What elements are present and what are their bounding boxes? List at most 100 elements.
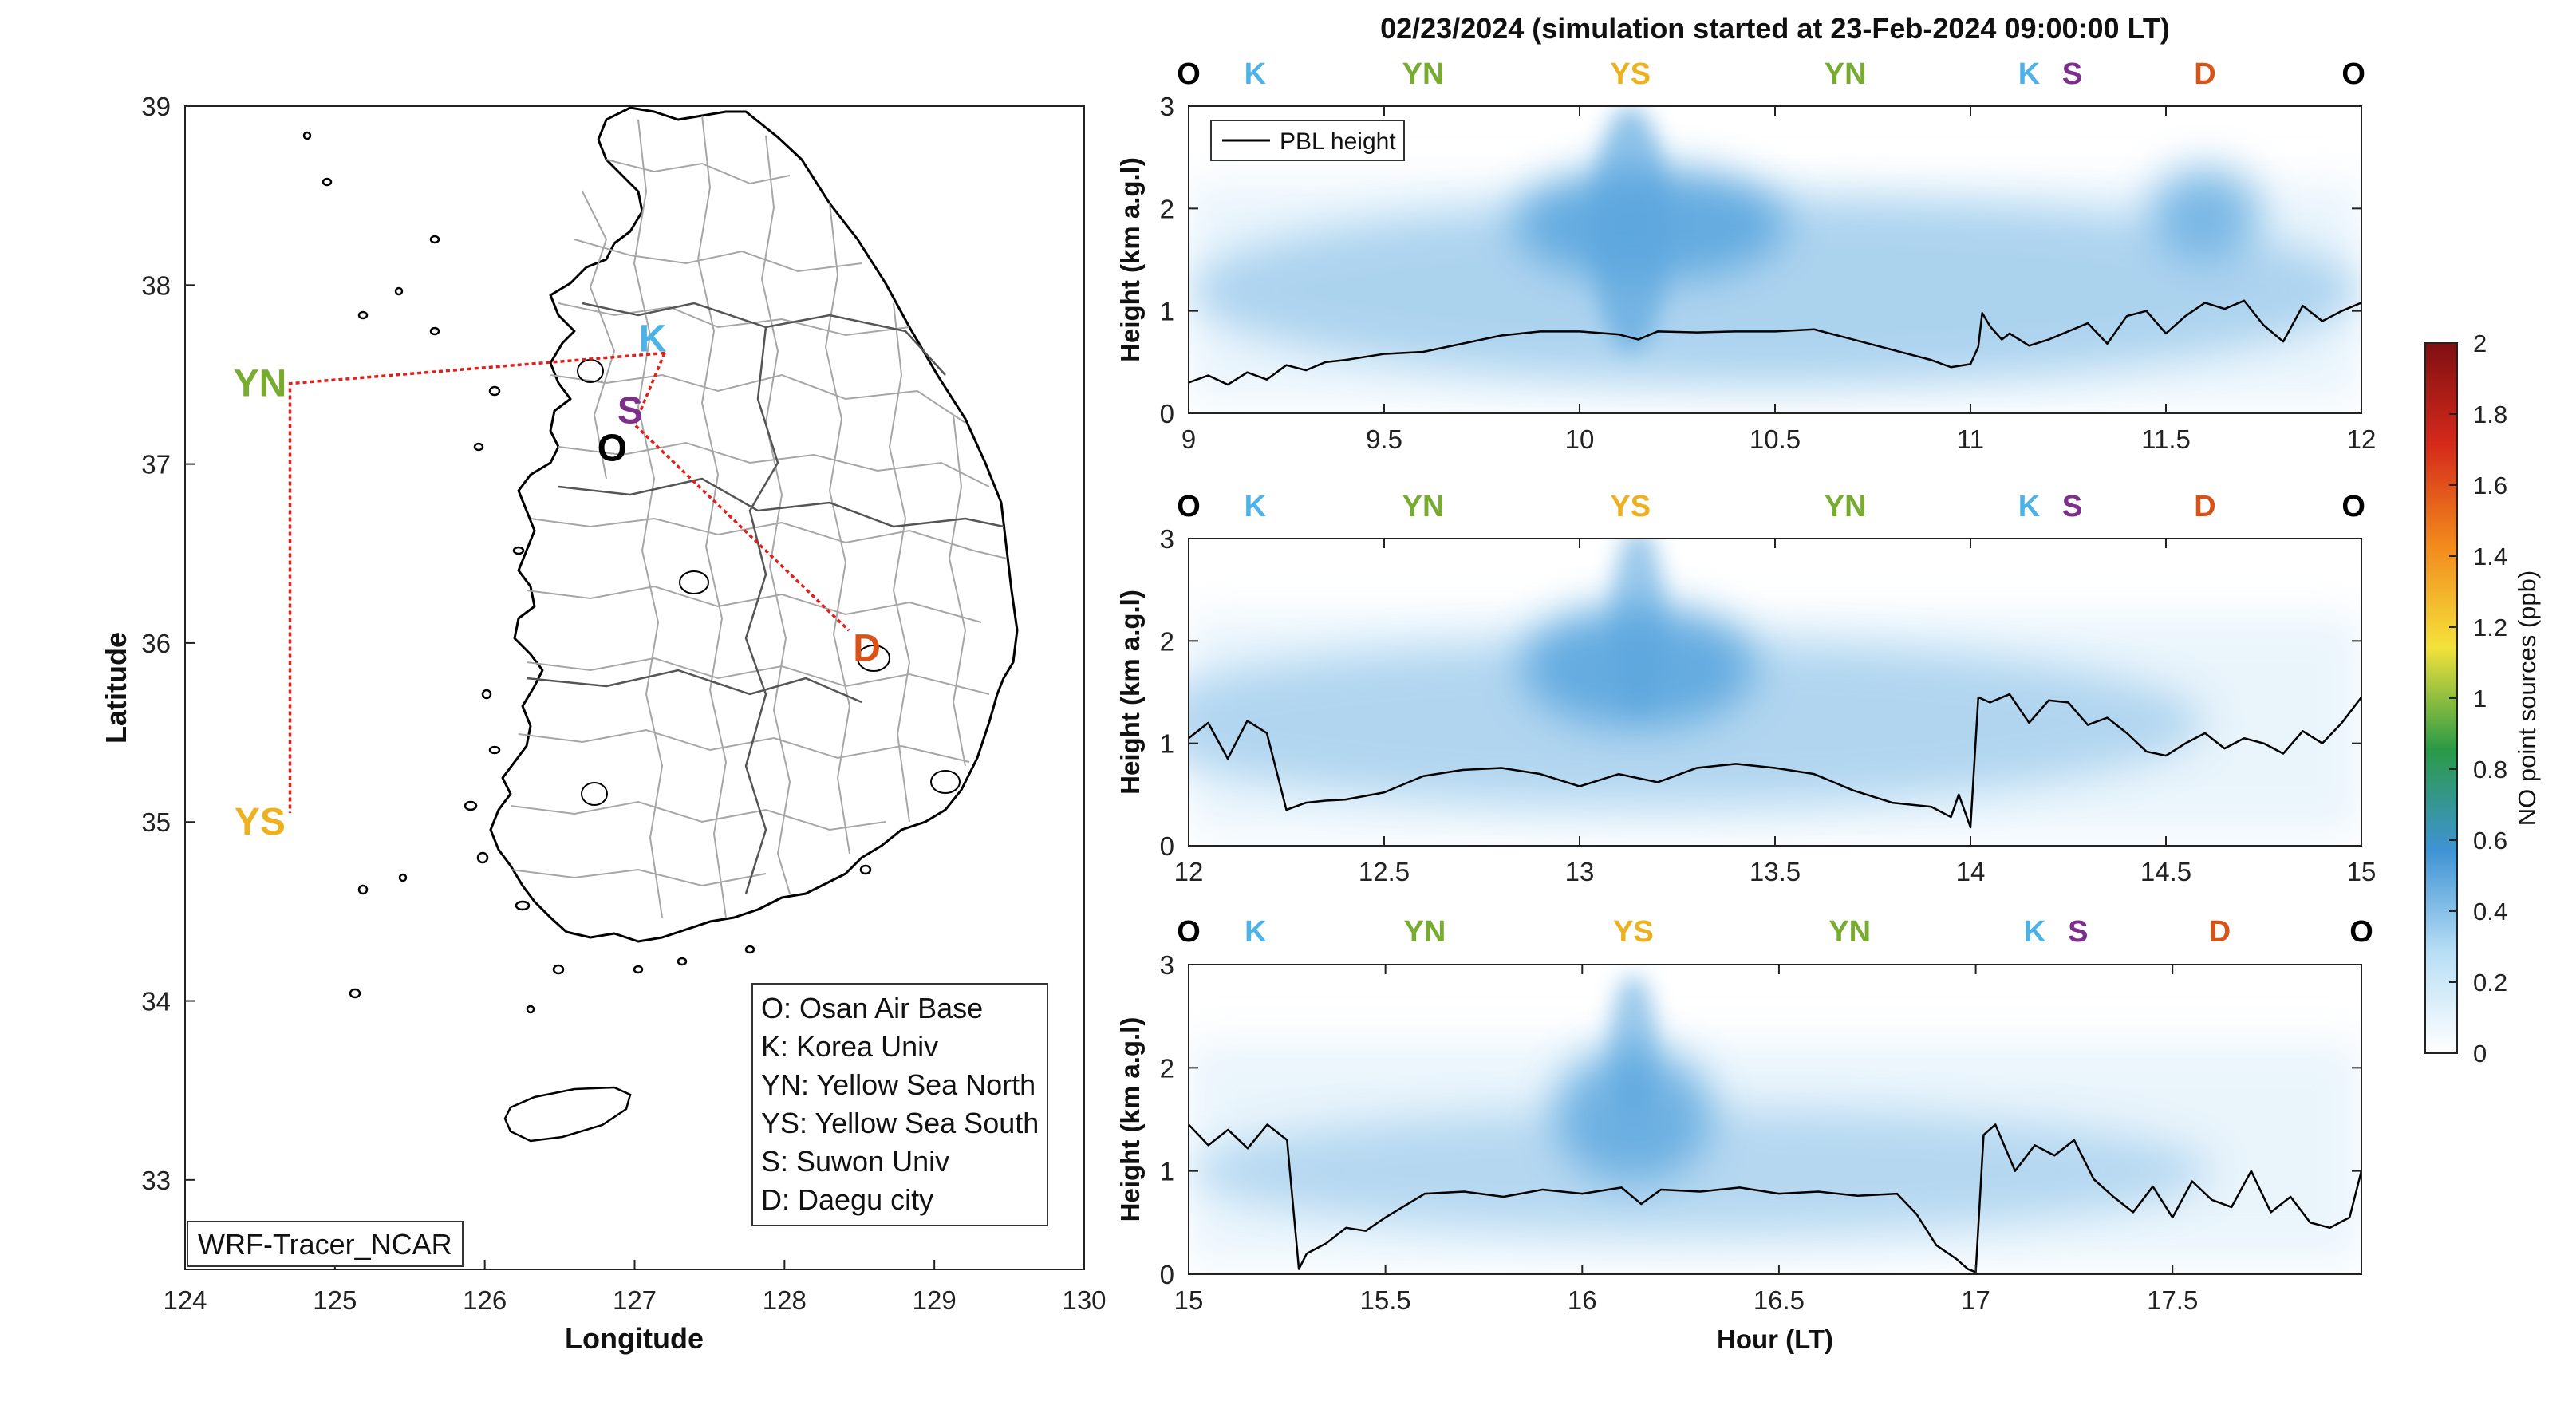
xtick-label: 15 bbox=[1174, 1285, 1204, 1315]
map-xtick-label: 124 bbox=[163, 1285, 207, 1315]
map-site-label: S bbox=[617, 389, 643, 432]
colorbar-tick-label: 1.6 bbox=[2473, 472, 2507, 499]
plume-blob bbox=[1609, 974, 1658, 1119]
map-xtick-label: 126 bbox=[463, 1285, 507, 1315]
xtick-label: 17.5 bbox=[2147, 1285, 2198, 1315]
map-xtick-label: 125 bbox=[313, 1285, 357, 1315]
legend-entry: O: Osan Air Base bbox=[761, 992, 984, 1024]
map-panel: YN YS KSO D 124 125 126 127 128 129 130 33 34 35 36 37… bbox=[100, 92, 1107, 1355]
map-ytick-label: 34 bbox=[141, 987, 171, 1016]
colorbar-tick-label: 1.4 bbox=[2473, 543, 2507, 570]
curtain-ylabel: Height (km a.g.l) bbox=[1115, 157, 1145, 362]
site-marker-label: D bbox=[2209, 915, 2231, 949]
curtain-ylabel: Height (km a.g.l) bbox=[1115, 1017, 1145, 1222]
ytick-label: 2 bbox=[1160, 626, 1174, 656]
xtick-label: 12 bbox=[2347, 424, 2377, 454]
colorbar-tick-label: 2 bbox=[2473, 330, 2487, 357]
pbl-legend-label: PBL height bbox=[1280, 128, 1396, 155]
map-site-label: YS bbox=[235, 801, 286, 843]
model-label: WRF-Tracer_NCAR bbox=[187, 1221, 464, 1267]
map-site-label: YN bbox=[234, 363, 287, 405]
site-marker-label: O bbox=[1177, 57, 1201, 91]
ytick-label: 3 bbox=[1160, 950, 1174, 980]
xtick-label: 15 bbox=[2347, 857, 2377, 886]
site-marker-label: YN bbox=[1825, 57, 1867, 91]
map-xtick-label: 130 bbox=[1062, 1285, 1106, 1315]
city-outlines bbox=[577, 359, 961, 806]
curtain-frame bbox=[1188, 964, 2362, 1275]
xtick-label: 14.5 bbox=[2140, 857, 2191, 886]
site-marker-label: O bbox=[1177, 490, 1201, 523]
islands bbox=[302, 131, 872, 1143]
site-marker-label: K bbox=[1245, 915, 1267, 949]
plume-field bbox=[1189, 539, 2361, 834]
xtick-label: 13.5 bbox=[1750, 857, 1801, 886]
xtick-label: 10.5 bbox=[1750, 424, 1801, 454]
ytick-label: 1 bbox=[1160, 729, 1174, 759]
map-xtick-label: 129 bbox=[913, 1285, 957, 1315]
legend-entry: YN: Yellow Sea North bbox=[761, 1068, 1036, 1101]
colorbar: 0 0.2 0.4 0.6 0.8 1 1.2 1.4 1.6 1.8 2 NO point sour… bbox=[2424, 330, 2541, 1068]
map-xtick-label: 127 bbox=[613, 1285, 657, 1315]
map-ytick-label: 39 bbox=[141, 92, 171, 121]
site-marker-label: S bbox=[2068, 915, 2088, 949]
xtick-label: 11 bbox=[1957, 424, 1984, 454]
map-site-label: K bbox=[639, 318, 667, 361]
site-marker-label: O bbox=[2341, 57, 2365, 91]
plume-field bbox=[1189, 974, 2361, 1262]
site-marker-label: YN bbox=[1404, 915, 1446, 949]
xtick-label: 12.5 bbox=[1359, 857, 1410, 886]
figure-title: 02/23/2024 (simulation started at 23-Feb… bbox=[1380, 12, 2170, 45]
xtick-label: 9 bbox=[1181, 424, 1196, 454]
colorbar-tick-label: 0.6 bbox=[2473, 827, 2507, 855]
site-marker-label: YS bbox=[1610, 57, 1651, 91]
jeju-island bbox=[503, 1086, 632, 1143]
district-boundaries bbox=[510, 115, 1008, 918]
xtick-label: 11.5 bbox=[2141, 424, 2191, 454]
colorbar-tick-label: 1 bbox=[2473, 685, 2487, 712]
map-xlabel: Longitude bbox=[565, 1322, 704, 1355]
site-marker-label: YS bbox=[1610, 490, 1651, 523]
site-marker-label: D bbox=[2194, 490, 2215, 523]
xtick-label: 16 bbox=[1568, 1285, 1597, 1315]
colorbar-tick-label: 0.4 bbox=[2473, 898, 2507, 926]
colorbar-label: NO point sources (ppb) bbox=[2513, 570, 2541, 826]
map-ylabel: Latitude bbox=[100, 632, 132, 744]
legend-entry: K: Korea Univ bbox=[761, 1030, 939, 1063]
pbl-height-line bbox=[1189, 299, 2361, 386]
site-marker-label: O bbox=[2341, 490, 2365, 523]
site-marker-label: YN bbox=[1825, 490, 1867, 523]
site-marker-label: K bbox=[2018, 490, 2041, 523]
legend-entry: D: Daegu city bbox=[761, 1183, 934, 1216]
site-marker-label: O bbox=[1177, 915, 1201, 949]
hour-xlabel: Hour (LT) bbox=[1717, 1324, 1833, 1354]
xtick-label: 10 bbox=[1565, 424, 1595, 454]
pbl-height-line bbox=[1189, 1123, 2361, 1273]
site-marker-label: S bbox=[2062, 490, 2082, 523]
map-site-labels: YN YS KSO D bbox=[234, 318, 881, 844]
xtick-label: 13 bbox=[1565, 857, 1595, 886]
plume-blob bbox=[1189, 1109, 2212, 1233]
colorbar-tick-label: 0.8 bbox=[2473, 756, 2507, 783]
colorbar-tick-label: 1.8 bbox=[2473, 401, 2507, 428]
map-ytick-label: 35 bbox=[141, 807, 171, 837]
curtain-ylabel: Height (km a.g.l) bbox=[1115, 590, 1145, 795]
site-marker-label: K bbox=[2024, 915, 2046, 949]
site-marker-label: K bbox=[1245, 57, 1267, 91]
ytick-label: 0 bbox=[1160, 399, 1174, 428]
curtain-panel-3: 15 15.5 16 16.5 17 17.5 0 1 2 3 Height (km a.g.l) O… bbox=[1115, 915, 2373, 1315]
legend-entry: S: Suwon Univ bbox=[761, 1145, 950, 1178]
ytick-label: 0 bbox=[1160, 1260, 1174, 1289]
xtick-label: 17 bbox=[1961, 1285, 1990, 1315]
map-site-legend: O: Osan Air Base K: Korea Univ YN: Yello… bbox=[751, 983, 1048, 1226]
ytick-label: 3 bbox=[1160, 524, 1174, 554]
xtick-label: 9.5 bbox=[1366, 424, 1402, 454]
korea-map: YN YS KSO D bbox=[234, 106, 1019, 1143]
site-marker-label: YS bbox=[1613, 915, 1654, 949]
plume-field bbox=[1189, 106, 2361, 401]
map-ytick-label: 37 bbox=[141, 450, 171, 480]
site-marker-label: D bbox=[2194, 57, 2215, 91]
